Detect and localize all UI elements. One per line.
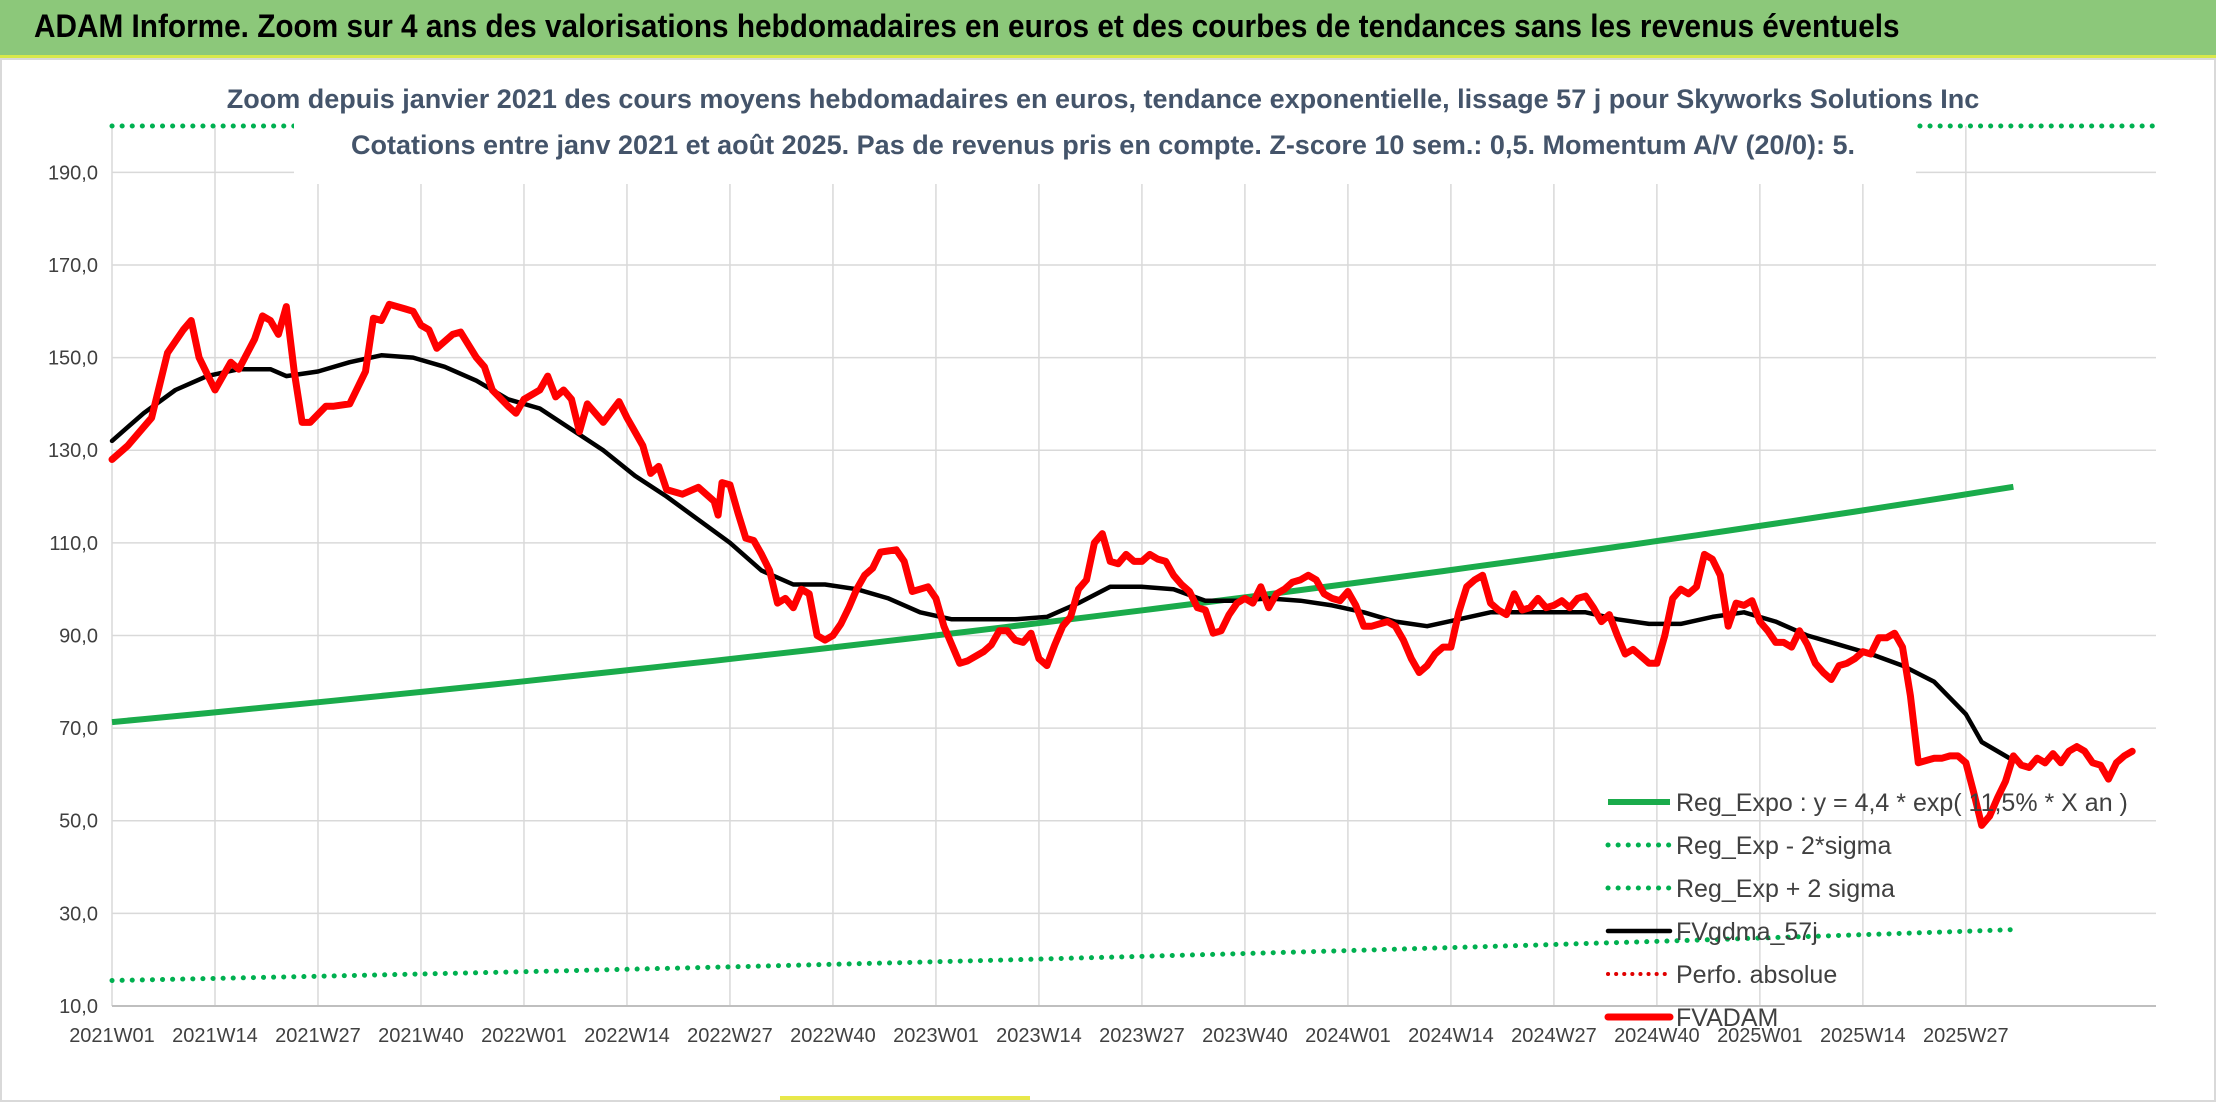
x-tick-label: 2025W14 bbox=[1820, 1025, 1906, 1047]
subtitle-line-1: Zoom depuis janvier 2021 des cours moyen… bbox=[227, 84, 1980, 114]
y-tick-label: 50,0 bbox=[59, 811, 98, 833]
y-tick-label: 170,0 bbox=[48, 255, 98, 277]
x-tick-label: 2024W40 bbox=[1614, 1025, 1700, 1047]
x-tick-label: 2023W14 bbox=[996, 1025, 1082, 1047]
y-tick-label: 110,0 bbox=[49, 533, 98, 555]
y-axis: 10,0 30,0 50,0 70,0 90,0 110,0 130,0 150,0 170,0… bbox=[48, 162, 98, 1018]
x-tick-label: 2022W27 bbox=[687, 1025, 773, 1047]
y-tick-label: 130,0 bbox=[48, 440, 98, 462]
x-tick-label: 2025W01 bbox=[1717, 1025, 1803, 1047]
legend-label: Reg_Exp - 2*sigma bbox=[1676, 832, 1891, 860]
fvgdma-57j-line bbox=[109, 353, 2016, 763]
x-tick-label: 2021W27 bbox=[275, 1025, 361, 1047]
decorative-accent bbox=[780, 1096, 1030, 1100]
gridlines bbox=[111, 126, 2156, 1007]
y-tick-label: 70,0 bbox=[59, 718, 98, 740]
legend: Reg_Expo : y = 4,4 * exp( 11,5% * X an )… bbox=[1604, 789, 2128, 1032]
x-tick-label: 2023W40 bbox=[1202, 1025, 1288, 1047]
x-tick-label: 2022W14 bbox=[584, 1025, 670, 1047]
reg-expo-line bbox=[111, 483, 2014, 726]
x-tick-label: 2022W01 bbox=[481, 1025, 567, 1047]
y-tick-label: 190,0 bbox=[48, 162, 98, 184]
reg-exp-minus-2sigma-line bbox=[109, 927, 2016, 983]
chart-area: 10,0 30,0 50,0 70,0 90,0 110,0 130,0 150,0 170,0… bbox=[0, 58, 2216, 1102]
x-tick-label: 2021W40 bbox=[378, 1025, 464, 1047]
legend-label: FVgdma_57j bbox=[1676, 918, 1818, 946]
y-tick-label: 150,0 bbox=[48, 348, 98, 370]
subtitle-line-2: Cotations entre janv 2021 et août 2025. … bbox=[351, 130, 1855, 160]
y-tick-label: 10,0 bbox=[59, 996, 98, 1018]
x-tick-label: 2024W14 bbox=[1408, 1025, 1494, 1047]
subtitle-box bbox=[294, 62, 1916, 184]
x-tick-label: 2022W40 bbox=[790, 1025, 876, 1047]
x-tick-label: 2023W27 bbox=[1099, 1025, 1185, 1047]
y-tick-label: 30,0 bbox=[59, 903, 98, 925]
x-tick-label: 2024W01 bbox=[1305, 1025, 1391, 1047]
x-tick-label: 2025W27 bbox=[1923, 1025, 2009, 1047]
x-tick-label: 2021W14 bbox=[172, 1025, 258, 1047]
fvadam-line bbox=[108, 300, 2136, 829]
legend-label: FVADAM bbox=[1676, 1004, 1778, 1032]
legend-label: Reg_Expo : y = 4,4 * exp( 11,5% * X an ) bbox=[1676, 789, 2128, 817]
x-axis: 2021W01 2021W14 2021W27 2021W40 2022W01 2022W… bbox=[69, 1005, 2156, 1047]
legend-label: Perfo. absolue bbox=[1676, 961, 1837, 989]
x-tick-label: 2024W27 bbox=[1511, 1025, 1597, 1047]
title-banner: ADAM Informe. Zoom sur 4 ans des valoris… bbox=[0, 0, 2216, 58]
legend-label: Reg_Exp + 2 sigma bbox=[1676, 875, 1895, 903]
x-tick-label: 2021W01 bbox=[69, 1025, 155, 1047]
line-chart: 10,0 30,0 50,0 70,0 90,0 110,0 130,0 150,0 170,0… bbox=[48, 62, 2159, 1047]
y-tick-label: 90,0 bbox=[59, 625, 98, 647]
report-title: ADAM Informe. Zoom sur 4 ans des valoris… bbox=[34, 8, 1900, 44]
x-tick-label: 2023W01 bbox=[893, 1025, 979, 1047]
